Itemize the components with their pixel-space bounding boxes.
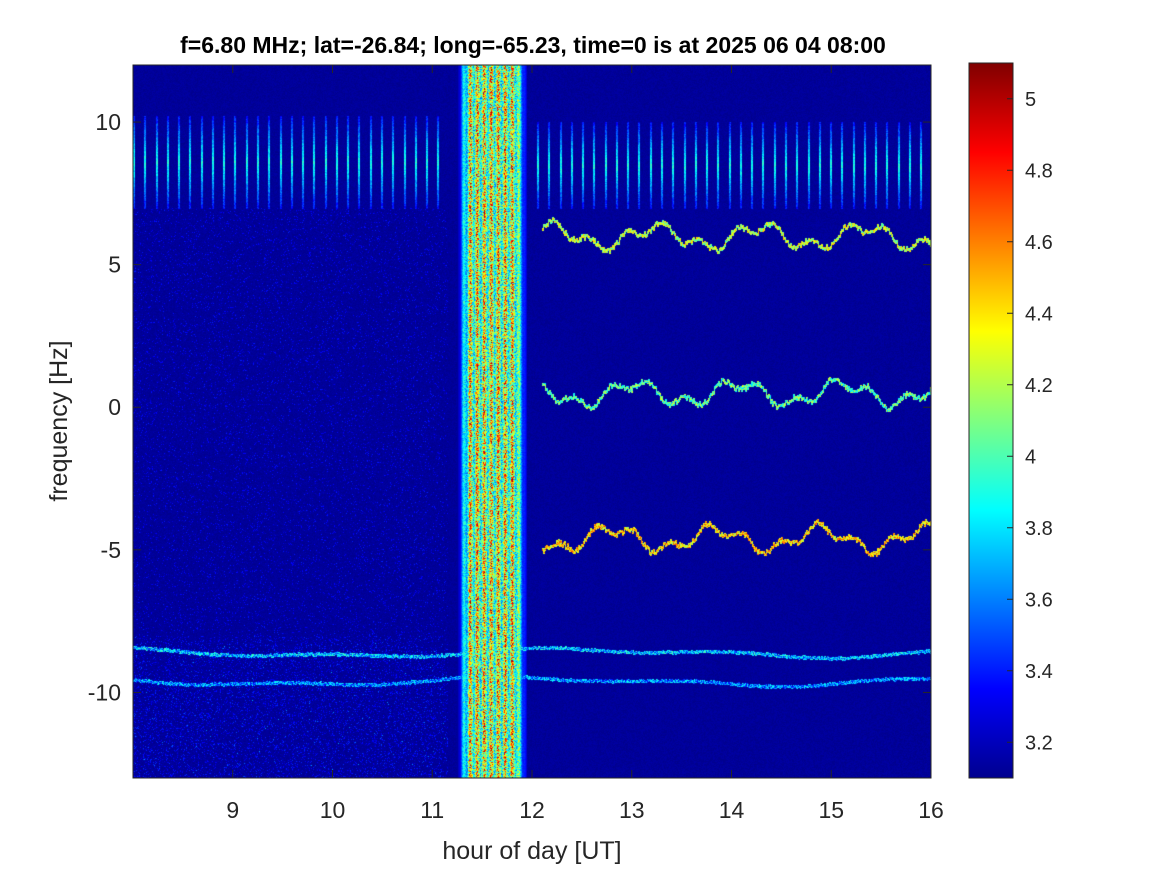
spectrogram-heatmap	[133, 65, 931, 778]
colorbar-tick-label: 3.2	[1025, 732, 1053, 754]
x-tick-label: 11	[420, 797, 444, 823]
x-tick-label: 14	[719, 797, 745, 823]
colorbar: 3.2 3.4 3.6 3.8 4 4.2 4.4 4.6 4.8 5	[968, 62, 1053, 779]
plot-area	[132, 64, 932, 779]
x-tick-label: 10	[320, 797, 346, 823]
x-tick-label: 13	[619, 797, 645, 823]
colorbar-tick-label: 4.2	[1025, 375, 1053, 397]
y-axis-label: frequency [Hz]	[45, 340, 73, 501]
colorbar-tick-label: 4	[1025, 446, 1036, 468]
x-axis-label: hour of day [UT]	[442, 837, 621, 865]
colorbar-tick-label: 5	[1025, 89, 1036, 111]
x-tick-label: 15	[818, 797, 844, 823]
colorbar-tick-label: 3.4	[1025, 661, 1053, 683]
colorbar-tick-label: 4.8	[1025, 160, 1053, 182]
y-tick-label: 5	[108, 252, 121, 278]
colorbar-tick-label: 3.6	[1025, 589, 1053, 611]
colorbar-tick-label: 4.6	[1025, 232, 1053, 254]
colorbar-gradient	[969, 63, 1013, 778]
chart-title: f=6.80 MHz; lat=-26.84; long=-65.23, tim…	[180, 32, 886, 58]
y-tick-label: 0	[108, 394, 121, 420]
y-tick-label: 10	[95, 109, 121, 135]
y-tick-label: -5	[101, 537, 121, 563]
colorbar-tick-label: 3.8	[1025, 518, 1053, 540]
x-tick-label: 9	[226, 797, 239, 823]
x-axis: 9 10 11 12 13 14 15 16	[226, 65, 944, 823]
colorbar-tick-label: 4.4	[1025, 303, 1053, 325]
colorbar-ticks: 3.2 3.4 3.6 3.8 4 4.2 4.4 4.6 4.8 5	[1007, 89, 1053, 754]
x-tick-label: 16	[918, 797, 944, 823]
x-tick-label: 12	[519, 797, 545, 823]
colorbar-frame	[968, 62, 1014, 779]
y-tick-label: -10	[88, 679, 121, 705]
y-axis: -10 -5 0 5 10	[88, 109, 931, 705]
